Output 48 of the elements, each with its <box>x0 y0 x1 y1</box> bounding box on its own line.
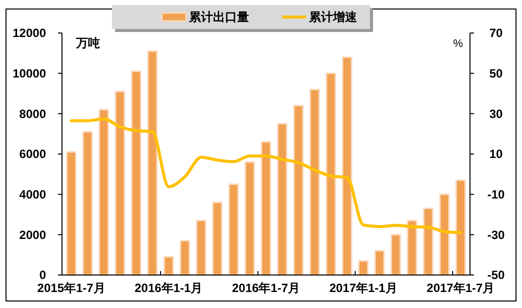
y-tick-label: 0 <box>39 268 46 282</box>
bar <box>260 141 272 276</box>
bar <box>82 131 93 276</box>
bar <box>293 104 304 276</box>
bar <box>196 220 206 276</box>
y-tick-label: 2000 <box>19 228 46 242</box>
legend-label: 累计出口量 <box>188 10 249 24</box>
bar <box>309 88 320 276</box>
bar <box>374 250 385 276</box>
y2-tick-label: -50 <box>487 268 505 282</box>
bar <box>212 202 223 276</box>
line-series <box>70 117 462 234</box>
legend-label: 累计增速 <box>308 10 358 24</box>
bar <box>147 50 158 276</box>
y-tick-label: 12000 <box>12 26 46 40</box>
y2-tick-label: 70 <box>489 26 503 40</box>
x-tick-label: 2016年1-7月 <box>232 281 300 295</box>
bar <box>455 179 466 276</box>
y2-axis-title: % <box>453 38 464 50</box>
bar <box>131 70 142 276</box>
y2-tick-label: 50 <box>489 66 503 81</box>
bar <box>244 161 255 276</box>
x-tick-label: 2015年1-7月 <box>37 281 106 295</box>
bar <box>163 256 174 276</box>
bar <box>66 151 77 276</box>
bar <box>358 260 369 276</box>
y-tick-label: 4000 <box>19 188 46 202</box>
bar <box>423 208 434 276</box>
bar <box>326 72 336 276</box>
bar <box>439 194 450 276</box>
y-tick-label: 8000 <box>19 106 46 121</box>
bar <box>228 184 239 276</box>
bar <box>342 56 352 276</box>
x-tick-label: 2016年1-1月 <box>134 281 203 295</box>
y-axis-title: 万吨 <box>75 36 100 50</box>
x-tick-label: 2017年1-1月 <box>329 281 398 295</box>
y-tick-label: 10000 <box>12 66 46 81</box>
bar <box>114 90 126 276</box>
x-tick-label: 2017年1-7月 <box>426 281 495 295</box>
bar <box>277 123 288 276</box>
bar <box>180 240 190 276</box>
y2-tick-label: -30 <box>487 228 505 242</box>
bar <box>390 234 401 276</box>
bar <box>98 108 109 276</box>
y2-tick-label: -10 <box>487 188 505 202</box>
y2-tick-label: 10 <box>489 147 503 162</box>
y-tick-label: 6000 <box>19 147 46 162</box>
y2-tick-label: 30 <box>489 106 503 121</box>
